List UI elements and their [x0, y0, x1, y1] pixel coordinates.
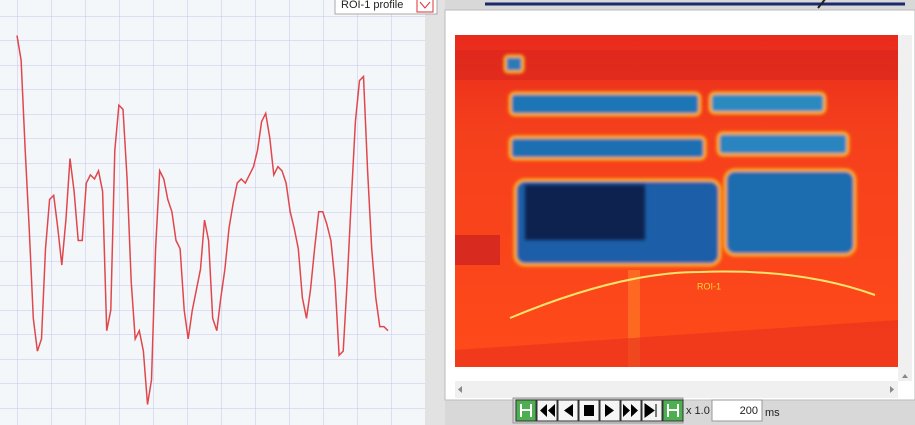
v-scrollbar[interactable] — [898, 35, 912, 381]
step-backward-button[interactable] — [558, 400, 578, 421]
play-button[interactable] — [600, 400, 620, 421]
last-frame-button[interactable] — [663, 400, 683, 421]
stop-button[interactable] — [579, 400, 599, 421]
speed-label: x 1.0 — [686, 405, 710, 417]
first-frame-button[interactable] — [516, 400, 536, 421]
legend-text: ROI-1 profile — [341, 0, 403, 11]
interval-unit: ms — [765, 407, 780, 419]
legend-box[interactable]: ROI-1 profile — [335, 0, 437, 14]
interval-value: 200 — [740, 405, 758, 417]
thermal-image: ROI-1 — [455, 35, 898, 367]
roi-label[interactable]: ROI-1 — [697, 281, 721, 291]
h-scrollbar[interactable] — [455, 381, 898, 398]
splitter[interactable] — [425, 0, 445, 425]
step-forward-button[interactable] — [642, 400, 662, 421]
fast-backward-button[interactable] — [537, 400, 557, 421]
toolbar: x 1.0 200 ms — [513, 398, 780, 423]
screen: ROI-1 profile ROI-1 — [0, 0, 915, 425]
fast-forward-button[interactable] — [621, 400, 641, 421]
